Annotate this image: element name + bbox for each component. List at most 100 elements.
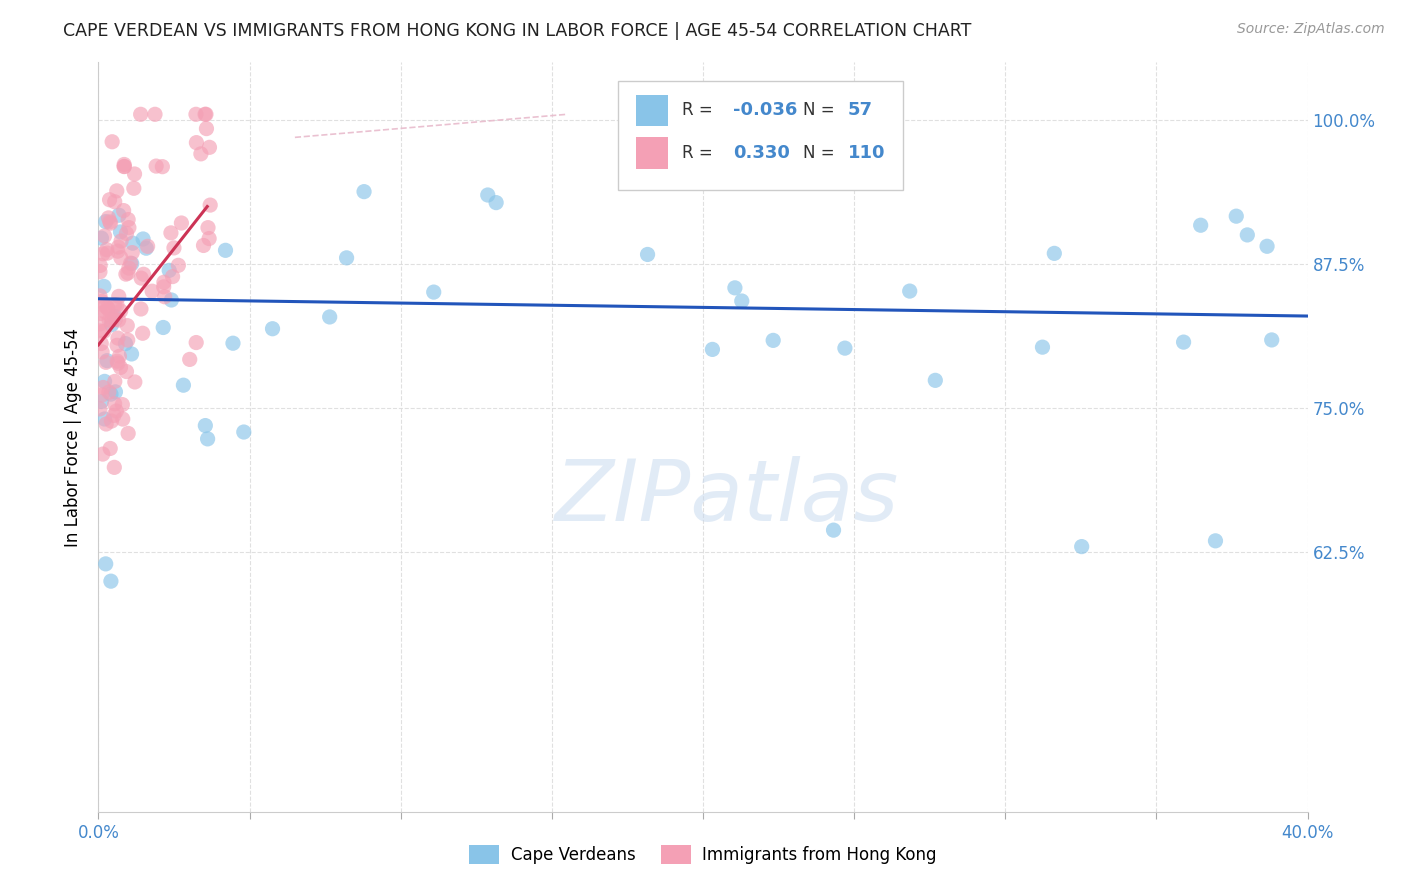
Point — [163, 241, 186, 255]
Point — [194, 107, 217, 121]
Point — [94, 557, 117, 571]
Text: CAPE VERDEAN VS IMMIGRANTS FROM HONG KONG IN LABOR FORCE | AGE 45-54 CORRELATION: CAPE VERDEAN VS IMMIGRANTS FROM HONG KON… — [63, 22, 972, 40]
Point — [104, 397, 127, 411]
Point — [89, 289, 111, 303]
Point — [353, 185, 375, 199]
Point — [110, 234, 132, 248]
Point — [186, 335, 208, 350]
Point — [197, 220, 219, 235]
Point — [100, 387, 122, 401]
Point — [232, 425, 254, 439]
Point — [97, 301, 120, 315]
Point — [898, 284, 921, 298]
Text: -0.036: -0.036 — [734, 102, 797, 120]
Point — [118, 261, 141, 276]
Text: N =: N = — [803, 102, 835, 120]
Point — [96, 246, 118, 260]
Point — [93, 375, 115, 389]
Point — [89, 317, 111, 331]
Point — [111, 398, 134, 412]
Point — [115, 365, 138, 379]
Point — [194, 107, 217, 121]
Y-axis label: In Labor Force | Age 45-54: In Labor Force | Age 45-54 — [65, 327, 83, 547]
Point — [336, 251, 359, 265]
Point — [105, 404, 128, 418]
Point — [104, 298, 127, 312]
Legend: Cape Verdeans, Immigrants from Hong Kong: Cape Verdeans, Immigrants from Hong Kong — [463, 838, 943, 871]
Point — [110, 225, 132, 239]
Point — [93, 412, 115, 426]
Point — [129, 301, 152, 316]
Point — [111, 412, 134, 426]
Point — [97, 301, 120, 316]
Point — [186, 136, 208, 150]
Point — [117, 318, 139, 333]
Point — [107, 331, 129, 345]
Point — [117, 212, 139, 227]
Point — [93, 324, 115, 338]
Point — [97, 211, 120, 225]
Text: Source: ZipAtlas.com: Source: ZipAtlas.com — [1237, 22, 1385, 37]
Point — [114, 336, 136, 351]
Point — [121, 347, 143, 361]
Point — [1173, 335, 1195, 350]
Point — [153, 290, 176, 304]
Point — [179, 352, 201, 367]
Point — [98, 193, 121, 207]
Point — [135, 241, 157, 255]
Point — [112, 160, 135, 174]
Point — [100, 313, 122, 327]
Point — [118, 220, 141, 235]
Point — [91, 345, 114, 359]
Point — [815, 125, 838, 139]
Point — [104, 312, 127, 326]
Point — [101, 311, 124, 326]
Point — [131, 326, 153, 341]
Point — [197, 432, 219, 446]
Text: R =: R = — [682, 102, 713, 120]
Point — [1260, 333, 1282, 347]
Point — [120, 256, 142, 270]
Point — [724, 281, 747, 295]
Point — [143, 107, 166, 121]
Point — [89, 265, 111, 279]
Point — [98, 442, 121, 456]
Point — [110, 360, 132, 375]
Point — [318, 310, 340, 324]
Point — [731, 293, 754, 308]
Point — [90, 388, 112, 402]
Point — [110, 251, 132, 265]
FancyBboxPatch shape — [637, 137, 668, 169]
Point — [107, 313, 129, 327]
Point — [160, 226, 183, 240]
Point — [98, 215, 121, 229]
Text: N =: N = — [803, 145, 835, 162]
Point — [129, 107, 152, 121]
Point — [89, 324, 111, 338]
Point — [190, 146, 212, 161]
Point — [834, 341, 856, 355]
Point — [1189, 218, 1212, 232]
Point — [96, 243, 118, 257]
Point — [1256, 239, 1278, 253]
Point — [121, 245, 143, 260]
Point — [90, 306, 112, 320]
Point — [485, 195, 508, 210]
Point — [94, 214, 117, 228]
Point — [152, 320, 174, 334]
Point — [193, 238, 215, 252]
Point — [89, 401, 111, 416]
Point — [94, 305, 117, 319]
Point — [184, 107, 207, 121]
Point — [112, 203, 135, 218]
Point — [110, 304, 132, 318]
Point — [1031, 340, 1053, 354]
Point — [823, 523, 845, 537]
Point — [108, 349, 131, 363]
Point — [93, 279, 115, 293]
Point — [117, 426, 139, 441]
Point — [198, 198, 221, 212]
Point — [105, 338, 128, 352]
Text: R =: R = — [682, 145, 713, 162]
Point — [117, 333, 139, 347]
